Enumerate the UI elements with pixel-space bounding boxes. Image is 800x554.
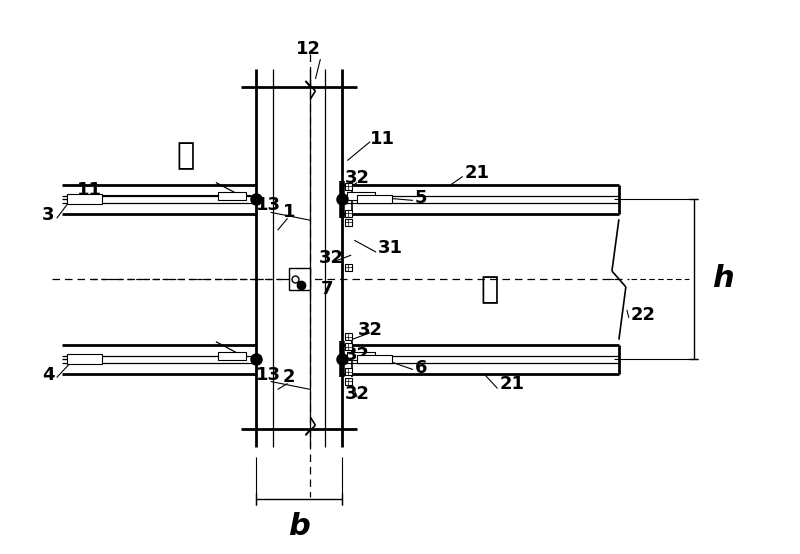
Bar xyxy=(345,333,352,340)
Text: 21: 21 xyxy=(499,376,525,393)
Bar xyxy=(345,343,352,350)
Text: 21: 21 xyxy=(465,163,490,182)
Bar xyxy=(345,219,352,226)
Text: 32: 32 xyxy=(346,170,370,187)
Text: 柱: 柱 xyxy=(177,141,195,170)
Text: 32: 32 xyxy=(346,386,370,403)
Bar xyxy=(345,183,352,190)
Text: b: b xyxy=(287,512,310,541)
Text: 7: 7 xyxy=(321,280,333,298)
Bar xyxy=(289,268,310,290)
Text: 11: 11 xyxy=(370,130,395,148)
Bar xyxy=(358,196,392,203)
Bar xyxy=(66,194,102,204)
Bar xyxy=(345,368,352,375)
Text: 3: 3 xyxy=(42,206,54,224)
Text: 13: 13 xyxy=(256,366,281,383)
Text: 12: 12 xyxy=(296,40,321,58)
Text: 4: 4 xyxy=(42,366,54,383)
Bar xyxy=(66,353,102,363)
Bar xyxy=(218,352,246,360)
Text: 32: 32 xyxy=(358,321,383,338)
Bar xyxy=(345,378,352,385)
Text: 31: 31 xyxy=(378,239,403,257)
Text: 32: 32 xyxy=(318,249,343,267)
Text: 1: 1 xyxy=(282,203,295,222)
Text: 11: 11 xyxy=(77,182,102,199)
Text: 5: 5 xyxy=(415,189,427,207)
Text: 2: 2 xyxy=(282,368,295,387)
Text: 梁: 梁 xyxy=(481,275,498,305)
Bar xyxy=(345,264,352,270)
Bar xyxy=(358,355,392,362)
Bar xyxy=(218,192,246,201)
Bar xyxy=(345,210,352,217)
Bar xyxy=(347,192,375,201)
Bar xyxy=(347,352,375,360)
Text: 6: 6 xyxy=(415,358,427,377)
Text: 22: 22 xyxy=(631,306,656,324)
Text: 32: 32 xyxy=(346,346,370,363)
Text: h: h xyxy=(713,264,734,294)
Text: 13: 13 xyxy=(256,196,281,214)
